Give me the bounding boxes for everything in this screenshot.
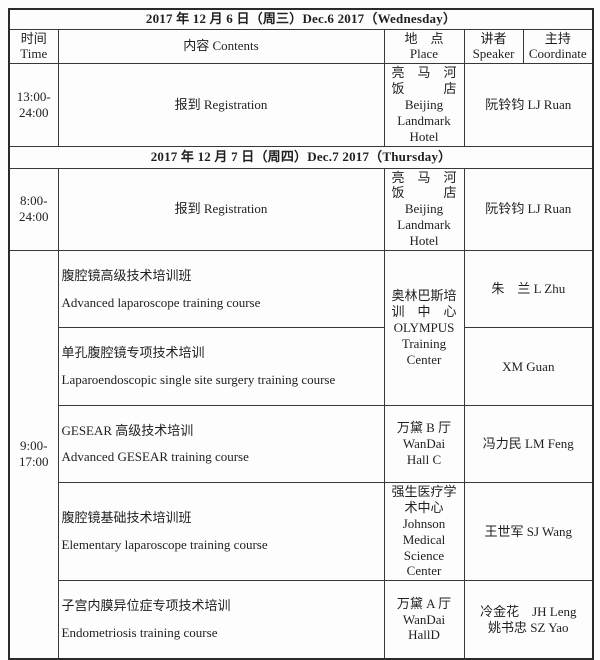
- course-content: GESEAR 高级技术培训 Advanced GESEAR training c…: [57, 404, 385, 484]
- course-row-gesear: GESEAR 高级技术培训 Advanced GESEAR training c…: [9, 404, 594, 484]
- course-host: 朱 兰 L Zhu: [463, 249, 594, 329]
- conference-schedule-table: 2017 年 12 月 6 日（周三）Dec.6 2017（Wednesday）…: [8, 8, 595, 660]
- course-host: 王世军 SJ Wang: [463, 482, 594, 582]
- day2-registration-place: 亮 马 河 饭 店 Beijing Landmark Hotel: [383, 167, 465, 251]
- day2-registration-host: 阮铃钧 LJ Ruan: [463, 167, 594, 251]
- course-title-en: Laparoendoscopic single site surgery tra…: [61, 371, 336, 387]
- course-row-endometriosis: 子宫内膜异位症专项技术培训 Endometriosis training cou…: [9, 580, 594, 660]
- course-title-en: Advanced laparoscope training course: [61, 294, 261, 310]
- day1-title: 2017 年 12 月 6 日（周三）Dec.6 2017（Wednesday）: [8, 8, 594, 30]
- course-content: 单孔腹腔镜专项技术培训 Laparoendoscopic single site…: [57, 327, 385, 406]
- day1-registration-content: 报到 Registration: [57, 63, 385, 147]
- course-place-wandai-b: 万黛 B 厅 WanDai Hall C: [383, 404, 465, 484]
- header-coordinate: 主持 Coordinate: [522, 28, 594, 65]
- day2-title-row: 2017 年 12 月 7 日（周四）Dec.7 2017（Thursday）: [8, 145, 594, 169]
- course-title-en: Endometriosis training course: [61, 625, 218, 640]
- day2-registration-row: 8:00- 24:00 报到 Registration 亮 马 河 饭 店 Be…: [8, 167, 594, 251]
- course-row-advanced-laparoscope: 9:00- 17:00 腹腔镜高级技术培训班 Advanced laparosc…: [8, 249, 594, 660]
- course-title-zh: 子宫内膜异位症专项技术培训: [61, 598, 231, 614]
- course-row-elementary: 腹腔镜基础技术培训班 Elementary laparoscope traini…: [9, 482, 594, 582]
- course-row-single-site: 单孔腹腔镜专项技术培训 Laparoendoscopic single site…: [9, 327, 594, 406]
- course-title-zh: GESEAR 高级技术培训: [61, 422, 194, 438]
- day2-registration-time: 8:00- 24:00: [8, 167, 59, 251]
- header-contents: 内容 Contents: [57, 28, 385, 65]
- day1-registration-place: 亮 马 河 饭 店 Beijing Landmark Hotel: [383, 63, 465, 147]
- day2-registration-content: 报到 Registration: [57, 167, 385, 251]
- course-title-zh: 腹腔镜基础技术培训班: [61, 510, 192, 526]
- day1-registration-time: 13:00- 24:00: [8, 63, 59, 147]
- header-place: 地 点 Place: [383, 28, 465, 65]
- day1-title-row: 2017 年 12 月 6 日（周三）Dec.6 2017（Wednesday）: [8, 8, 594, 30]
- course-content: 腹腔镜高级技术培训班 Advanced laparoscope training…: [57, 249, 385, 329]
- course-title-zh: 单孔腹腔镜专项技术培训: [61, 345, 205, 361]
- course-content: 腹腔镜基础技术培训班 Elementary laparoscope traini…: [57, 482, 385, 582]
- course-title-zh: 腹腔镜高级技术培训班: [61, 267, 192, 283]
- column-header-row: 时间 Time 内容 Contents 地 点 Place 讲者 Speaker…: [8, 28, 594, 65]
- course-place-johnson: 强生医疗学 术中心 Johnson Medical Science Center: [383, 482, 465, 582]
- course-place-olympus: 奥林巴斯培 训 中 心 OLYMPUS Training Center: [383, 249, 465, 406]
- course-host: 冯力民 LM Feng: [463, 404, 594, 484]
- course-host: XM Guan: [463, 327, 594, 406]
- course-title-en: Elementary laparoscope training course: [61, 537, 268, 553]
- day1-registration-row: 13:00- 24:00 报到 Registration 亮 马 河 饭 店 B…: [8, 63, 594, 147]
- course-host: 冷金花 JH Leng 姚书忠 SZ Yao: [463, 580, 594, 660]
- day1-registration-host: 阮铃钧 LJ Ruan: [463, 63, 594, 147]
- header-speaker: 讲者 Speaker: [463, 28, 524, 65]
- day2-courses-time: 9:00- 17:00: [8, 249, 59, 660]
- schedule-page: 2017 年 12 月 6 日（周三）Dec.6 2017（Wednesday）…: [8, 8, 595, 660]
- day2-title: 2017 年 12 月 7 日（周四）Dec.7 2017（Thursday）: [8, 145, 594, 169]
- course-title-en: Advanced GESEAR training course: [61, 449, 249, 465]
- header-time: 时间 Time: [8, 28, 59, 65]
- course-place-wandai-a: 万黛 A 厅 WanDai HallD: [383, 580, 465, 660]
- course-content: 子宫内膜异位症专项技术培训 Endometriosis training cou…: [57, 580, 385, 660]
